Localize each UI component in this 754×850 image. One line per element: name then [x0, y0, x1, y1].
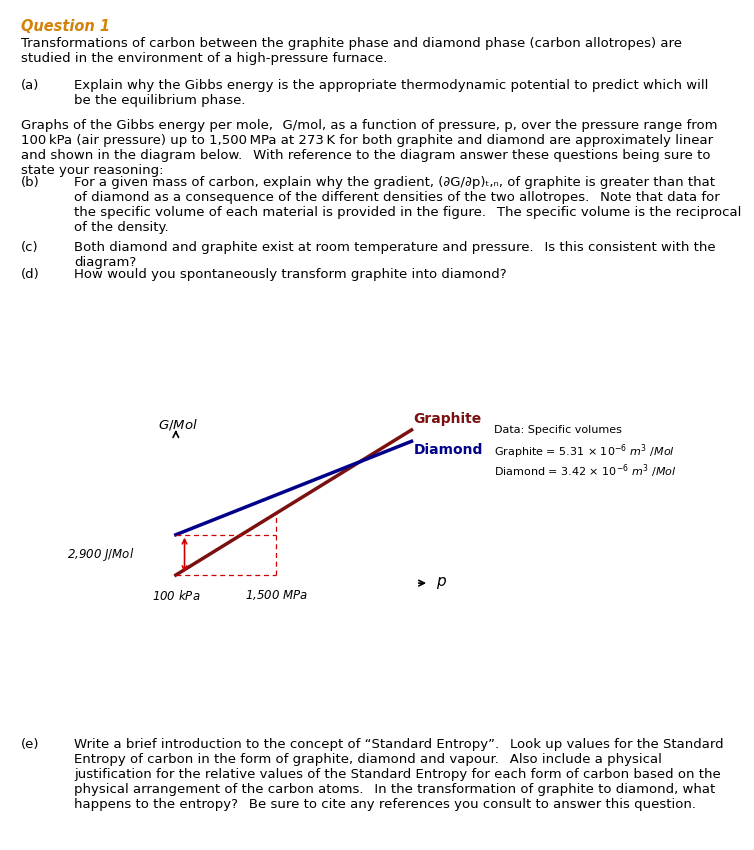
Text: Data: Specific volumes: Data: Specific volumes [494, 425, 622, 435]
Text: (a): (a) [21, 79, 39, 92]
Text: (e): (e) [21, 738, 40, 751]
Text: Write a brief introduction to the concept of “Standard Entropy”.  Look up values: Write a brief introduction to the concep… [74, 738, 724, 811]
Text: (b): (b) [21, 176, 40, 189]
Text: Explain why the Gibbs energy is the appropriate thermodynamic potential to predi: Explain why the Gibbs energy is the appr… [74, 79, 708, 107]
Text: How would you spontaneously transform graphite into diamond?: How would you spontaneously transform gr… [74, 268, 507, 280]
Text: For a given mass of carbon, explain why the gradient, (∂G/∂p)ₜ,ₙ, of graphite is: For a given mass of carbon, explain why … [74, 176, 741, 234]
Text: Graphite = 5.31 × 10$^{-6}$ $m^3$ $/Mol$: Graphite = 5.31 × 10$^{-6}$ $m^3$ $/Mol$ [494, 443, 675, 462]
Text: 100 $kPa$: 100 $kPa$ [152, 588, 200, 603]
Text: Both diamond and graphite exist at room temperature and pressure.  Is this consi: Both diamond and graphite exist at room … [74, 241, 716, 269]
Text: 2,900 $J/Mol$: 2,900 $J/Mol$ [67, 547, 134, 564]
Text: Graphite: Graphite [414, 412, 482, 426]
Text: Diamond = 3.42 × 10$^{-6}$ $m^3$ $/Mol$: Diamond = 3.42 × 10$^{-6}$ $m^3$ $/Mol$ [494, 462, 676, 480]
Text: (d): (d) [21, 268, 40, 280]
Text: Transformations of carbon between the graphite phase and diamond phase (carbon a: Transformations of carbon between the gr… [21, 37, 682, 65]
Text: $G/Mol$: $G/Mol$ [158, 417, 198, 432]
Text: 1,500 $MPa$: 1,500 $MPa$ [245, 588, 308, 603]
Text: Graphs of the Gibbs energy per mole,   G/mol, as a function of pressure, p, over: Graphs of the Gibbs energy per mole, G/m… [21, 119, 718, 177]
Text: $p$: $p$ [436, 575, 446, 591]
Text: (c): (c) [21, 241, 38, 253]
Text: Diamond: Diamond [414, 443, 483, 456]
Text: Question 1: Question 1 [21, 19, 110, 34]
